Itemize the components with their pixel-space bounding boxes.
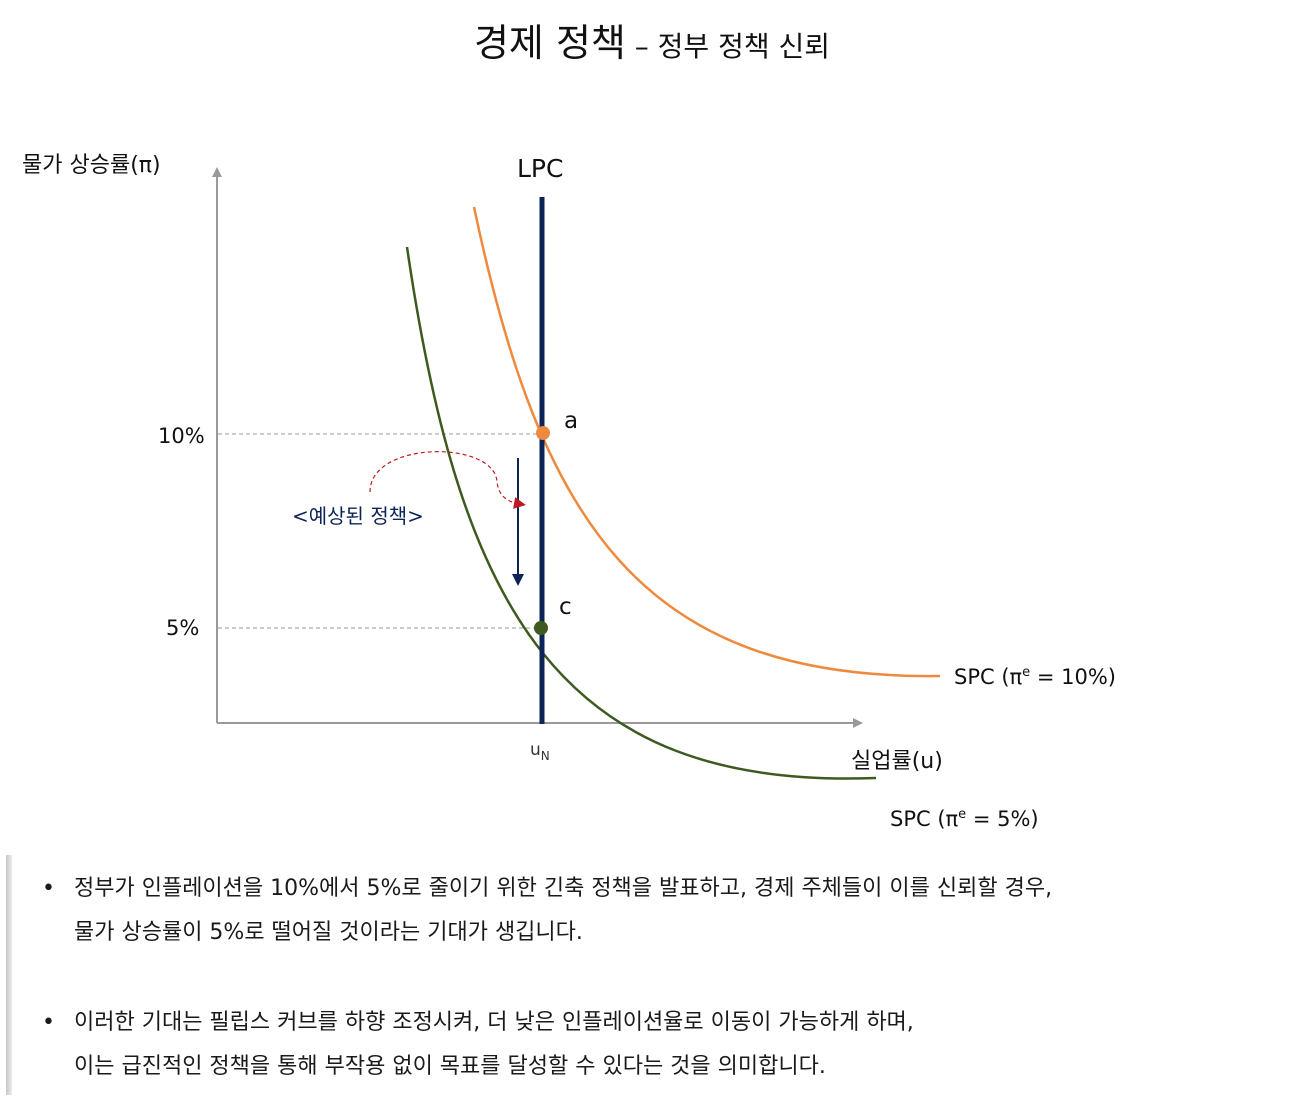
note-1-line-1: 정부가 인플레이션을 10%에서 5%로 줄이기 위한 긴축 정책을 발표하고,… [74,876,1053,901]
note-2-line-1: 이러한 기대는 필립스 커브를 하향 조정시켜, 더 낮은 인플레이션율로 이동… [74,1010,914,1035]
spc-high-suffix: = 10%) [1030,665,1116,689]
bullet-dot: • [42,876,55,901]
spc-low-prefix: SPC (π [890,807,959,831]
lpc-label: LPC [517,154,563,183]
title-subtitle: – 정부 정책 신뢰 [625,30,831,63]
natural-rate-u: u [530,740,541,760]
point-a-marker [536,426,550,440]
phillips-curve-diagram: 물가 상승률(π) LPC 10% 5% a c <예상된 정책> uN 실업률… [22,153,1116,831]
spc-curve-10 [472,206,941,678]
title-main: 경제 정책 [473,21,626,65]
point-c-marker [534,621,548,635]
notes-section: • 정부가 인플레이션을 10%에서 5%로 줄이기 위한 긴축 정책을 발표하… [0,855,1304,1100]
spc-high-label: SPC (πe = 10%) [954,665,1116,689]
note-item-1: • 정부가 인플레이션을 10%에서 5%로 줄이기 위한 긴축 정책을 발표하… [42,867,1052,955]
spc-high-superscript: e [1022,665,1030,680]
spc-curve-5 [405,246,877,780]
natural-rate-subscript: N [541,749,550,763]
point-a-label: a [564,408,578,434]
point-c-label: c [559,594,572,620]
page-title: 경제 정책 – 정부 정책 신뢰 [0,12,1304,67]
note-2-line-2: 이는 급진적인 정책을 통해 부작용 없이 목표를 달성할 수 있다는 것을 의… [74,1054,826,1079]
x-axis-label: 실업률(u) [851,749,943,774]
note-item-2: • 이러한 기대는 필립스 커브를 하향 조정시켜, 더 낮은 인플레이션율로 … [42,1001,914,1089]
spc-high-prefix: SPC (π [954,665,1023,689]
spc-low-superscript: e [958,807,966,822]
note-1-line-2: 물가 상승률이 5%로 떨어질 것이라는 기대가 생깁니다. [74,920,583,945]
y-axis-label: 물가 상승률(π) [22,153,161,178]
tick-label-5: 5% [166,616,199,640]
spc-low-suffix: = 5%) [966,807,1038,831]
bullet-dot: • [42,1010,55,1035]
spc-low-label: SPC (πe = 5%) [890,807,1039,831]
tick-label-10: 10% [158,424,205,448]
natural-rate-label: uN [530,740,550,763]
side-bar [6,855,12,1095]
expected-policy-label: <예상된 정책> [292,504,424,528]
expected-policy-arrow [369,451,526,509]
